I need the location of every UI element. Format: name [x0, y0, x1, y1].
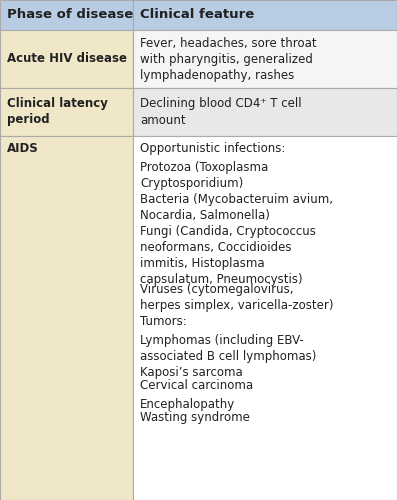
Text: Fungi (Candida, Cryptococcus
neoformans, Coccidioides
immitis, Histoplasma
capsu: Fungi (Candida, Cryptococcus neoformans,…: [140, 225, 316, 286]
Text: Opportunistic infections:: Opportunistic infections:: [140, 142, 285, 155]
Text: Fever, headaches, sore throat
with pharyngitis, generalized
lymphadenopathy, ras: Fever, headaches, sore throat with phary…: [140, 36, 317, 82]
Text: Bacteria (Mycobacteruim avium,
Nocardia, Salmonella): Bacteria (Mycobacteruim avium, Nocardia,…: [140, 193, 333, 222]
Text: Wasting syndrome: Wasting syndrome: [140, 411, 250, 424]
Bar: [133, 30, 397, 88]
Bar: [0, 30, 133, 88]
Text: Kaposi’s sarcoma: Kaposi’s sarcoma: [140, 366, 243, 379]
Text: Protozoa (Toxoplasma
Cryptosporidium): Protozoa (Toxoplasma Cryptosporidium): [140, 161, 268, 190]
Bar: [0, 0, 133, 30]
Text: Clinical feature: Clinical feature: [140, 8, 254, 22]
Text: Phase of disease: Phase of disease: [7, 8, 133, 22]
Text: Viruses (cytomegalovirus,
herpes simplex, varicella-zoster): Viruses (cytomegalovirus, herpes simplex…: [140, 283, 333, 312]
Bar: [133, 136, 397, 500]
Text: Cervical carcinoma: Cervical carcinoma: [140, 379, 253, 392]
Text: Encephalopathy: Encephalopathy: [140, 398, 235, 411]
Text: Declining blood CD4⁺ T cell
amount: Declining blood CD4⁺ T cell amount: [140, 98, 302, 126]
Text: Lymphomas (including EBV-
associated B cell lymphomas): Lymphomas (including EBV- associated B c…: [140, 334, 316, 363]
Text: Clinical latency
period: Clinical latency period: [7, 98, 108, 126]
Text: Acute HIV disease: Acute HIV disease: [7, 52, 127, 66]
Bar: [133, 88, 397, 136]
Text: AIDS: AIDS: [7, 142, 39, 155]
Bar: [0, 88, 133, 136]
Bar: [0, 136, 133, 500]
Bar: [133, 0, 397, 30]
Text: Tumors:: Tumors:: [140, 315, 187, 328]
